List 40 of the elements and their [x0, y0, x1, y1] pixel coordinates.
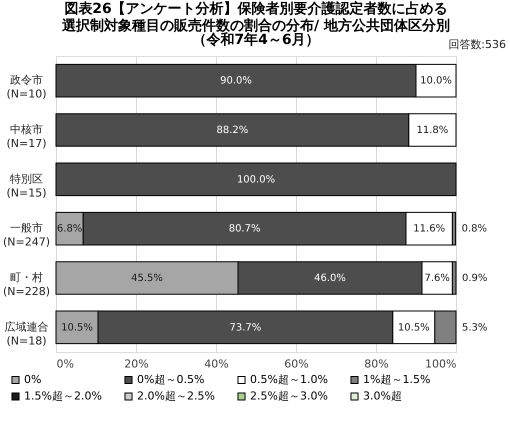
data-label: 80.7%	[228, 224, 260, 235]
y-tick-label: 町・村 (N=228)	[2, 271, 50, 298]
legend-label: 3.0%超	[363, 390, 402, 402]
x-tick-label: 20%	[124, 358, 149, 370]
data-label: 90.0%	[220, 76, 252, 87]
legend-label: 0%超～0.5%	[137, 372, 204, 386]
data-label: 46.0%	[314, 273, 346, 284]
x-tick-label: 60%	[284, 358, 309, 370]
data-label: 88.2%	[216, 125, 248, 136]
data-label: 10.5%	[398, 322, 430, 334]
chart-subtitle: （令和7年4～6月）	[192, 32, 320, 48]
data-label: 100.0%	[236, 174, 276, 186]
x-tick-label: 100%	[425, 358, 456, 370]
legend-label: 0.5%超～1.0%	[250, 372, 328, 386]
data-label: 11.8%	[416, 125, 448, 136]
y-tick-label: 政令市 (N=10)	[6, 74, 47, 101]
x-tick-label: 40%	[204, 358, 229, 370]
data-label: 5.3%	[462, 322, 488, 334]
legend-label: 1.5%超～2.0%	[24, 390, 102, 402]
y-tick-label: 特別区 (N=15)	[6, 172, 47, 200]
legend-label: 1%超～1.5%	[363, 372, 430, 386]
legend-label: 0%	[24, 372, 42, 386]
y-tick-label: 一般市 (N=247)	[2, 222, 50, 249]
data-label: 11.6%	[413, 224, 446, 235]
text: 回答数:536	[448, 38, 506, 51]
data-label: 10.0%	[420, 76, 452, 87]
legend-label: 2.5%超～3.0%	[250, 390, 328, 402]
y-tick-label: 広域連合 (N=18)	[4, 320, 48, 348]
data-label: 10.5%	[61, 322, 93, 334]
chart-title: 図表26【アンケート分析】保険者別要介護認定者数に占める選択制対象種目の販売件数の割合の分布/ 地方公共団体区分別	[61, 0, 450, 34]
x-tick-label: 0%	[56, 358, 74, 370]
data-label: 0.9%	[462, 273, 488, 284]
data-label: 45.5%	[131, 273, 163, 284]
x-tick-label: 80%	[364, 358, 389, 370]
data-label: 73.7%	[230, 322, 262, 334]
legend-label: 2.0%超～2.5%	[137, 390, 215, 402]
data-label: 7.6%	[424, 273, 450, 284]
data-label: 0.8%	[462, 224, 488, 235]
data-label: 6.8%	[56, 224, 82, 235]
y-tick-label: 中核市 (N=17)	[6, 123, 47, 150]
